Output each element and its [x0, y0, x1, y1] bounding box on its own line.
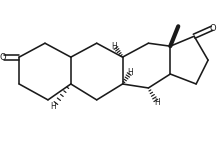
- Text: H: H: [128, 68, 133, 76]
- Text: O: O: [210, 24, 216, 33]
- Text: H: H: [155, 98, 160, 107]
- Text: H: H: [50, 102, 56, 111]
- Text: H: H: [112, 42, 118, 51]
- Text: O: O: [0, 53, 6, 62]
